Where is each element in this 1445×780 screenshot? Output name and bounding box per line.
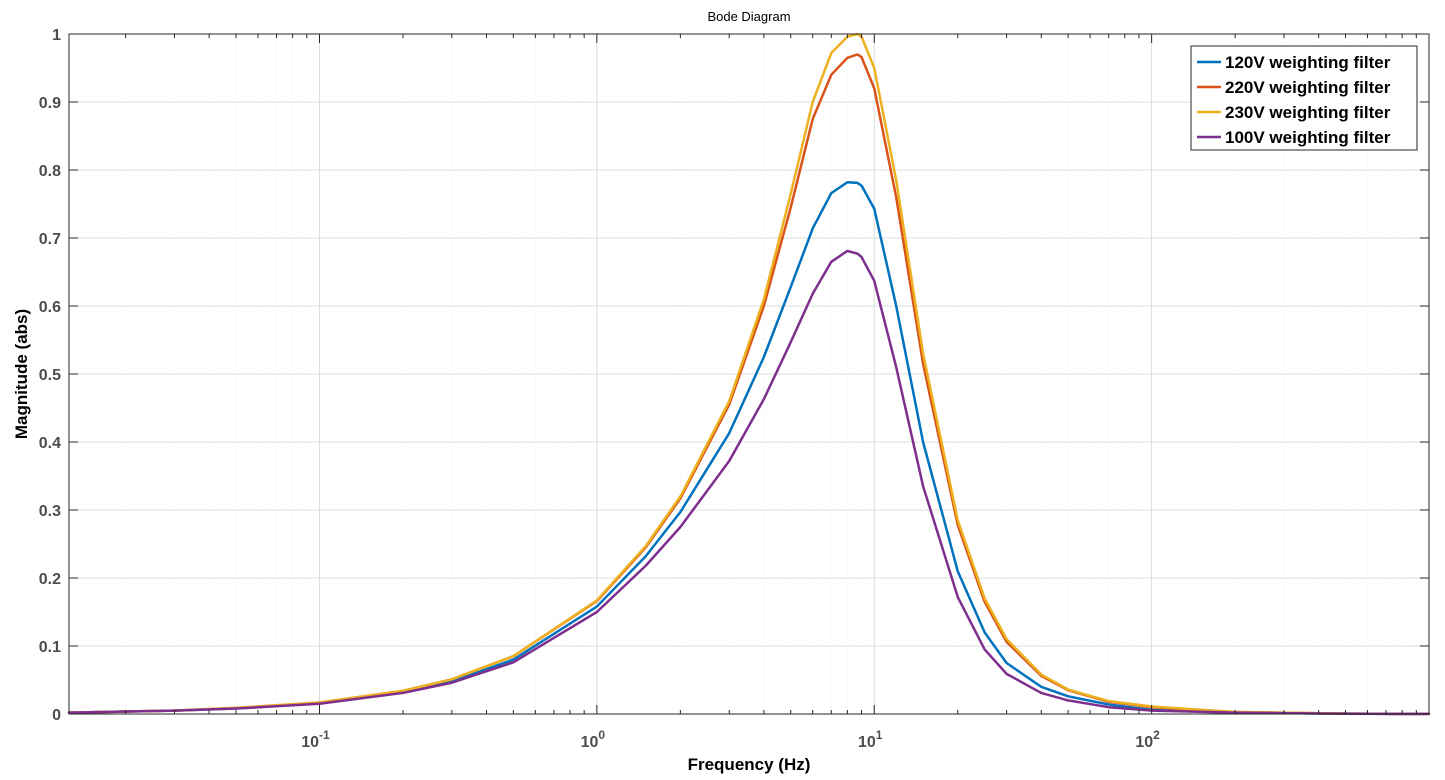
legend: 120V weighting filter 220V weighting filt… bbox=[1190, 45, 1418, 151]
x-tick-label: 10-1 bbox=[301, 728, 330, 751]
series-line bbox=[67, 249, 1431, 716]
legend-label: 220V weighting filter bbox=[1225, 78, 1391, 97]
y-tick-label: 0.9 bbox=[39, 95, 61, 112]
series-line bbox=[67, 180, 1431, 716]
x-tick-label: 100 bbox=[581, 728, 606, 751]
y-tick-label: 1 bbox=[52, 27, 61, 44]
y-axis-label: Magnitude (abs) bbox=[12, 309, 31, 439]
y-tick-label: 0.6 bbox=[39, 299, 61, 316]
legend-label: 120V weighting filter bbox=[1225, 53, 1391, 72]
y-tick-label: 0 bbox=[52, 707, 61, 724]
tick-labels: 0 0.1 0.2 0.3 0.4 0.5 0.6 0.7 0.8 0.9 1 10-1 100 101 1… bbox=[39, 27, 1160, 751]
legend-box bbox=[1190, 45, 1418, 151]
y-tick-label: 0.3 bbox=[39, 503, 61, 520]
y-tick-label: 0.4 bbox=[39, 435, 61, 452]
y-tick-label: 0.5 bbox=[39, 367, 61, 384]
x-tick-label: 102 bbox=[1135, 728, 1160, 751]
y-tick-label: 0.8 bbox=[39, 163, 61, 180]
y-tick-label: 0.7 bbox=[39, 231, 61, 248]
chart-title: Bode Diagram bbox=[707, 9, 790, 24]
y-tick-label: 0.1 bbox=[39, 639, 61, 656]
legend-label: 230V weighting filter bbox=[1225, 103, 1391, 122]
y-tick-label: 0.2 bbox=[39, 571, 61, 588]
x-tick-label: 101 bbox=[858, 728, 883, 751]
legend-label: 100V weighting filter bbox=[1225, 128, 1391, 147]
x-axis-label: Frequency (Hz) bbox=[688, 755, 811, 774]
axes-box bbox=[68, 33, 1430, 715]
